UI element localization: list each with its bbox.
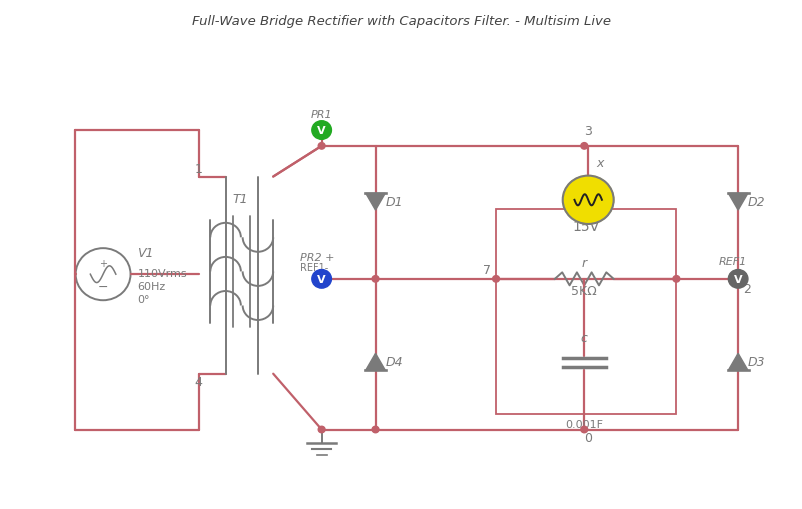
Circle shape bbox=[580, 144, 587, 150]
Circle shape bbox=[318, 427, 325, 433]
Text: REF1-: REF1- bbox=[300, 262, 328, 272]
Text: 1: 1 bbox=[194, 162, 202, 176]
Text: 0: 0 bbox=[584, 431, 591, 444]
Text: D3: D3 bbox=[747, 355, 764, 369]
Text: V: V bbox=[317, 274, 326, 285]
Text: V: V bbox=[733, 274, 742, 285]
Text: 0°: 0° bbox=[137, 295, 150, 304]
Circle shape bbox=[371, 276, 379, 282]
Text: Full-Wave Bridge Rectifier with Capacitors Filter. - Multisim Live: Full-Wave Bridge Rectifier with Capacito… bbox=[192, 15, 610, 28]
Text: 5KΩ: 5KΩ bbox=[571, 284, 597, 297]
Circle shape bbox=[562, 176, 613, 224]
Circle shape bbox=[318, 144, 325, 150]
Text: PR2 +: PR2 + bbox=[300, 253, 334, 263]
Circle shape bbox=[672, 276, 679, 282]
Text: T1: T1 bbox=[233, 192, 248, 205]
Text: V1: V1 bbox=[137, 246, 154, 259]
Text: D2: D2 bbox=[747, 196, 764, 209]
Text: 2: 2 bbox=[742, 282, 750, 295]
Text: r: r bbox=[581, 257, 586, 269]
Text: +: + bbox=[99, 259, 107, 269]
Circle shape bbox=[311, 270, 331, 289]
Circle shape bbox=[734, 276, 740, 282]
Text: D1: D1 bbox=[385, 196, 403, 209]
Text: 7: 7 bbox=[483, 264, 491, 277]
Circle shape bbox=[371, 427, 379, 433]
Circle shape bbox=[727, 270, 747, 289]
Text: x: x bbox=[595, 157, 602, 170]
Text: 15V: 15V bbox=[572, 219, 599, 233]
Polygon shape bbox=[366, 354, 385, 371]
Circle shape bbox=[492, 276, 499, 282]
Circle shape bbox=[311, 122, 331, 140]
Text: V: V bbox=[317, 126, 326, 136]
Polygon shape bbox=[727, 194, 747, 211]
Text: PR1: PR1 bbox=[310, 110, 332, 120]
Bar bbox=[496, 210, 675, 414]
Polygon shape bbox=[366, 194, 385, 211]
Circle shape bbox=[580, 427, 587, 433]
Text: c: c bbox=[580, 331, 587, 345]
Text: 4: 4 bbox=[194, 375, 202, 388]
Text: REF1: REF1 bbox=[719, 257, 747, 266]
Text: 3: 3 bbox=[584, 125, 591, 137]
Polygon shape bbox=[727, 354, 747, 371]
Text: −: − bbox=[98, 280, 108, 293]
Text: 0.001F: 0.001F bbox=[565, 419, 602, 429]
Circle shape bbox=[318, 276, 325, 282]
Text: D4: D4 bbox=[385, 355, 403, 369]
Text: 60Hz: 60Hz bbox=[137, 281, 165, 292]
Text: 110Vrms: 110Vrms bbox=[137, 269, 187, 278]
